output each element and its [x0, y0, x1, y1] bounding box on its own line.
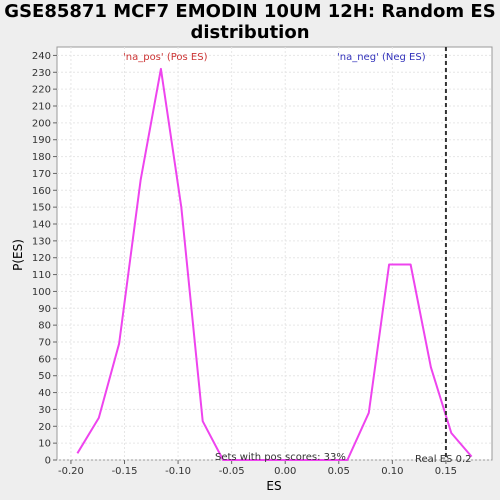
- y-axis-ticks: 0 10 20 30 40 50 60 70 80 90 100 110 120 130 140 150 160…: [32, 51, 57, 467]
- y-tick-label: 50: [38, 371, 51, 382]
- y-tick-label: 140: [32, 220, 51, 231]
- x-tick-label: 0.05: [328, 466, 350, 477]
- x-tick-label: 0.10: [381, 466, 403, 477]
- y-tick-label: 240: [32, 51, 51, 62]
- y-tick-label: 160: [32, 186, 51, 197]
- y-tick-label: 130: [32, 236, 51, 247]
- x-axis-ticks: -0.20 -0.15 -0.10 -0.05 0.00 0.05 0.10 0.15: [58, 460, 457, 477]
- y-tick-label: 190: [32, 135, 51, 146]
- y-tick-label: 200: [32, 118, 51, 129]
- x-tick-label: -0.15: [112, 466, 138, 477]
- y-tick-label: 30: [38, 405, 51, 416]
- series-line: [76, 67, 473, 461]
- y-tick-label: 20: [38, 422, 51, 433]
- y-tick-label: 230: [32, 68, 51, 79]
- chart-title-line2: distribution: [190, 22, 310, 43]
- y-tick-label: 90: [38, 304, 51, 315]
- y-tick-label: 80: [38, 321, 51, 332]
- pos-scores-text: Sets with pos scores: 33%: [215, 452, 346, 463]
- x-tick-label: 0.15: [435, 466, 457, 477]
- y-tick-label: 120: [32, 253, 51, 264]
- x-tick-label: 0.00: [274, 466, 296, 477]
- y-tick-label: 70: [38, 338, 51, 349]
- chart-title-line1: GSE85871 MCF7 EMODIN 10UM 12H: Random ES: [4, 1, 496, 22]
- real-es-label: Real ES 0.2: [415, 454, 471, 465]
- pos-es-label: 'na_pos' (Pos ES): [123, 52, 208, 63]
- y-tick-label: 0: [45, 456, 51, 467]
- grid: [57, 47, 492, 461]
- y-tick-label: 110: [32, 270, 51, 281]
- y-tick-label: 220: [32, 85, 51, 96]
- x-tick-label: -0.05: [219, 466, 245, 477]
- y-tick-label: 100: [32, 287, 51, 298]
- y-axis-label: P(ES): [11, 239, 25, 271]
- y-tick-label: 10: [38, 439, 51, 450]
- plot-area: [56, 46, 493, 461]
- y-tick-label: 150: [32, 203, 51, 214]
- x-tick-label: -0.20: [58, 466, 84, 477]
- y-tick-label: 170: [32, 169, 51, 180]
- y-tick-label: 210: [32, 102, 51, 113]
- x-tick-label: -0.10: [165, 466, 191, 477]
- y-tick-label: 180: [32, 152, 51, 163]
- y-tick-label: 60: [38, 354, 51, 365]
- y-tick-label: 40: [38, 388, 51, 399]
- neg-es-label: 'na_neg' (Neg ES): [337, 52, 426, 63]
- x-axis-label: ES: [266, 479, 281, 493]
